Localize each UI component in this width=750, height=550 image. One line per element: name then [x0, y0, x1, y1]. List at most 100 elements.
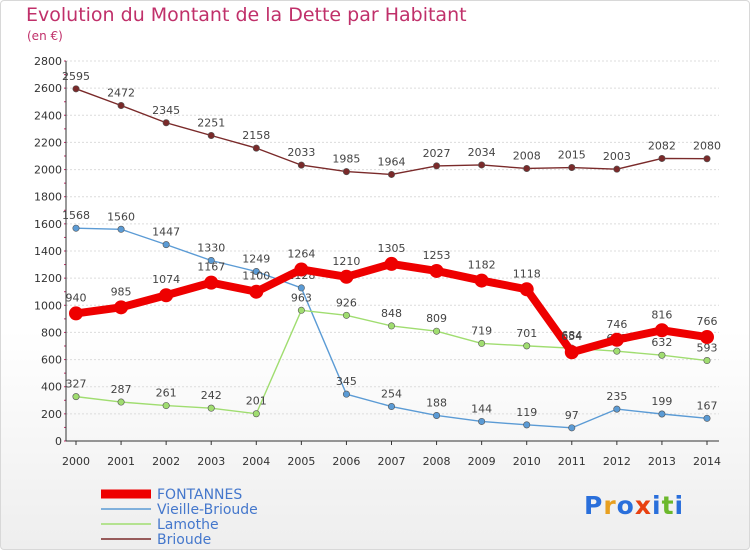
data-label-brioude: 2158: [242, 129, 270, 142]
data-point-brioude: [658, 154, 666, 162]
data-label-fontannes: 1100: [242, 270, 270, 283]
data-label-fontannes: 1253: [423, 249, 451, 262]
data-label-lamothe: 719: [471, 324, 492, 337]
y-tick-label: 1000: [34, 299, 62, 312]
data-label-brioude: 2034: [468, 146, 496, 159]
chart-title: Evolution du Montant de la Dette par Hab…: [26, 4, 467, 26]
data-label-vieille-brioude: 119: [516, 406, 537, 419]
data-point-brioude: [568, 164, 576, 172]
data-point-fontannes: [204, 275, 219, 290]
data-point-brioude: [703, 155, 711, 163]
data-label-brioude: 2345: [152, 104, 180, 117]
x-tick-label: 2014: [693, 455, 721, 468]
y-tick-label: 2000: [34, 164, 62, 177]
data-point-fontannes: [519, 282, 534, 297]
data-label-lamothe: 848: [381, 307, 402, 320]
data-label-brioude: 1964: [378, 155, 406, 168]
legend-label-lamothe: Lamothe: [157, 517, 219, 533]
data-label-lamothe: 327: [66, 378, 87, 391]
proxiti-logo: Proxiti: [584, 491, 685, 520]
x-tick-label: 2008: [423, 455, 451, 468]
data-label-fontannes: 940: [66, 291, 87, 304]
data-point-brioude: [207, 132, 215, 140]
data-label-brioude: 2251: [197, 117, 225, 130]
data-label-lamothe: 701: [516, 327, 537, 340]
x-tick-label: 2006: [332, 455, 360, 468]
y-tick-label: 2600: [34, 82, 62, 95]
data-point-fontannes: [69, 306, 83, 321]
data-label-vieille-brioude: 1568: [62, 209, 90, 222]
legend-label-vieille-brioude: Vieille-Brioude: [157, 502, 258, 518]
data-label-lamothe: 963: [291, 291, 312, 304]
data-point-vieille-brioude: [523, 421, 531, 429]
data-point-fontannes: [429, 263, 444, 278]
legend-label-brioude: Brioude: [157, 532, 211, 548]
data-point-brioude: [387, 170, 395, 178]
data-label-lamothe: 287: [111, 383, 132, 396]
y-tick-label: 1800: [34, 191, 62, 204]
data-point-lamothe: [478, 339, 486, 347]
data-point-lamothe: [523, 342, 531, 350]
data-label-lamothe: 926: [336, 296, 357, 309]
data-point-brioude: [72, 85, 80, 93]
data-label-vieille-brioude: 254: [381, 388, 402, 401]
data-point-fontannes: [339, 269, 354, 284]
data-point-fontannes: [294, 262, 309, 277]
y-tick-label: 600: [41, 354, 62, 367]
data-point-vieille-brioude: [613, 405, 621, 413]
data-point-brioude: [162, 119, 170, 127]
data-point-vieille-brioude: [207, 256, 215, 264]
data-label-fontannes: 766: [697, 315, 718, 328]
data-label-fontannes: 985: [111, 285, 132, 298]
data-point-fontannes: [654, 323, 669, 338]
data-point-brioude: [117, 102, 125, 110]
data-label-fontannes: 1074: [152, 273, 180, 286]
legend-label-fontannes: FONTANNES: [157, 487, 242, 503]
x-tick-label: 2011: [558, 455, 586, 468]
data-point-fontannes: [474, 273, 489, 288]
data-label-vieille-brioude: 235: [606, 390, 627, 403]
data-point-vieille-brioude: [568, 424, 576, 432]
data-point-lamothe: [613, 347, 621, 355]
x-tick-label: 2000: [62, 455, 90, 468]
data-point-brioude: [478, 161, 486, 169]
data-label-lamothe: 809: [426, 312, 447, 325]
data-label-fontannes: 654: [561, 330, 582, 343]
data-label-vieille-brioude: 1249: [242, 252, 270, 265]
data-label-fontannes: 746: [606, 318, 627, 331]
y-tick-label: 1400: [34, 245, 62, 258]
y-tick-label: 0: [55, 435, 62, 448]
data-point-brioude: [342, 168, 350, 176]
data-point-fontannes: [384, 256, 399, 271]
x-tick-label: 2007: [378, 455, 406, 468]
y-tick-label: 400: [41, 381, 62, 394]
chart-subtitle: (en €): [27, 29, 63, 43]
data-point-brioude: [523, 164, 531, 172]
data-label-fontannes: 816: [651, 308, 672, 321]
data-label-lamothe: 593: [697, 342, 718, 355]
data-point-fontannes: [249, 284, 264, 299]
data-point-lamothe: [72, 393, 80, 401]
data-label-brioude: 2003: [603, 150, 631, 163]
data-label-brioude: 2080: [693, 140, 721, 153]
data-point-brioude: [252, 144, 260, 152]
y-tick-label: 2800: [34, 55, 62, 68]
data-label-fontannes: 1264: [287, 247, 315, 260]
data-point-vieille-brioude: [703, 414, 711, 422]
data-point-lamothe: [703, 357, 711, 365]
data-label-lamothe: 201: [246, 395, 267, 408]
data-label-brioude: 1985: [332, 153, 360, 166]
data-label-brioude: 2472: [107, 87, 135, 100]
y-tick-label: 200: [41, 408, 62, 421]
data-point-lamothe: [433, 327, 441, 335]
data-point-vieille-brioude: [297, 284, 305, 292]
data-point-fontannes: [159, 288, 174, 303]
data-label-vieille-brioude: 97: [565, 409, 579, 422]
data-point-lamothe: [342, 311, 350, 319]
data-label-fontannes: 1118: [513, 267, 541, 280]
data-label-vieille-brioude: 144: [471, 402, 492, 415]
data-point-vieille-brioude: [342, 390, 350, 398]
y-tick-label: 800: [41, 326, 62, 339]
data-point-vieille-brioude: [117, 225, 125, 233]
